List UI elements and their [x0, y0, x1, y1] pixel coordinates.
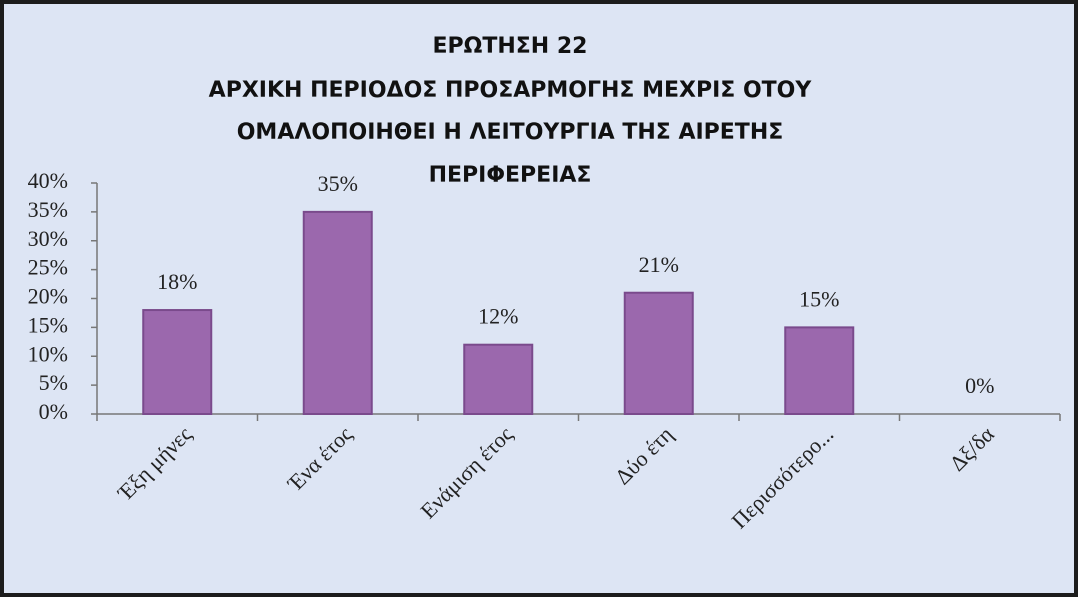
- bar: [784, 326, 855, 415]
- bar: [463, 343, 534, 416]
- bar: [142, 309, 213, 415]
- y-tick-label: 10%: [28, 341, 68, 366]
- chart-title: ΕΡΩΤΗΣΗ 22: [433, 34, 588, 59]
- chart-title: ΟΜΑΛΟΠΟΙΗΘΕΙ Η ΛΕΙΤΟΥΡΓΙΑ ΤΗΣ ΑΙΡΕΤΗΣ: [237, 120, 784, 145]
- value-label: 21%: [639, 252, 679, 277]
- chart-title: ΑΡΧΙΚΗ ΠΕΡΙΟΔΟΣ ΠΡΟΣΑΡΜΟΓΗΣ ΜΕΧΡΙΣ ΟΤΟΥ: [209, 78, 813, 103]
- bar: [302, 210, 373, 415]
- value-label: 35%: [318, 171, 358, 196]
- y-tick-label: 35%: [28, 197, 68, 222]
- y-tick-label: 0%: [39, 399, 68, 424]
- y-tick-label: 15%: [28, 312, 68, 337]
- y-tick-label: 30%: [28, 226, 68, 251]
- value-label: 18%: [157, 269, 197, 294]
- y-tick-label: 20%: [28, 284, 68, 309]
- y-tick-label: 25%: [28, 255, 68, 280]
- y-tick-label: 40%: [28, 168, 68, 193]
- chart-title: ΠΕΡΙΦΕΡΕΙΑΣ: [429, 163, 592, 188]
- bar: [623, 291, 694, 416]
- value-label: 0%: [965, 373, 994, 398]
- plot-background: [4, 4, 1074, 593]
- value-label: 15%: [799, 286, 839, 311]
- y-tick-label: 5%: [39, 370, 68, 395]
- value-label: 12%: [478, 304, 518, 329]
